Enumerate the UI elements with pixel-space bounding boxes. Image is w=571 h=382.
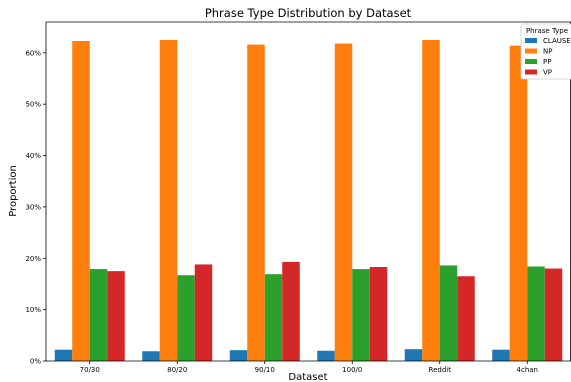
bar-vp-2 [282, 261, 300, 361]
bar-np-1 [159, 39, 178, 361]
legend: Phrase Type CLAUSE NP PP VP [520, 23, 571, 80]
legend-swatch-pp [525, 59, 537, 64]
legend-swatch-np [525, 48, 537, 54]
bar-vp-0 [107, 271, 125, 361]
x-tick-label: 80/20 [167, 366, 187, 374]
bar-np-0 [72, 41, 90, 361]
y-axis-title: Proportion [8, 165, 19, 217]
bar-clause-4 [404, 349, 423, 361]
x-tick-label: 4chan [517, 366, 538, 374]
bar-clause-2 [229, 350, 248, 361]
y-tick-label: 50% [25, 101, 41, 109]
y-tick-label: 10% [25, 306, 41, 314]
y-tick-label: 20% [25, 255, 41, 263]
bar-clause-0 [54, 349, 73, 361]
x-axis-title: Dataset [288, 372, 327, 382]
y-tick-label: 60% [25, 49, 41, 57]
legend-title: Phrase Type [526, 27, 568, 35]
legend-box [520, 23, 571, 80]
legend-swatch-vp [525, 69, 537, 75]
legend-label-np: NP [543, 48, 552, 56]
x-tick-label: 70/30 [80, 366, 100, 374]
bar-clause-3 [317, 350, 335, 361]
bar-pp-5 [527, 266, 545, 361]
y-tick-label: 0% [30, 358, 41, 366]
bar-clause-1 [142, 351, 160, 361]
x-tick-label: 90/10 [255, 366, 275, 374]
legend-label-clause: CLAUSE [543, 37, 571, 45]
y-tick-label: 30% [25, 203, 41, 211]
bar-vp-1 [194, 264, 213, 361]
bar-pp-0 [89, 269, 108, 361]
bar-pp-3 [352, 269, 370, 361]
bar-vp-5 [544, 268, 563, 361]
bar-pp-4 [439, 265, 458, 361]
bar-np-5 [509, 45, 528, 361]
bar-np-4 [422, 39, 440, 361]
bar-clause-5 [492, 349, 510, 361]
x-tick-label: 100/0 [342, 366, 362, 374]
y-tick-label: 40% [25, 152, 41, 160]
bar-np-2 [247, 44, 265, 361]
legend-label-pp: PP [543, 58, 551, 66]
legend-swatch-clause [525, 38, 537, 43]
bar-np-3 [334, 43, 353, 361]
x-tick-label: Reddit [429, 366, 452, 374]
legend-label-vp: VP [543, 69, 552, 77]
bar-vp-3 [369, 267, 388, 361]
plot-area: 0% 10% 20% 30% 40% 50% 60% 70/30 80/20 90/10 100/0… [25, 21, 571, 374]
chart-title: Phrase Type Distribution by Dataset [205, 6, 412, 20]
bar-pp-2 [264, 274, 283, 361]
bar-vp-4 [457, 276, 475, 361]
bar-pp-1 [177, 275, 195, 361]
